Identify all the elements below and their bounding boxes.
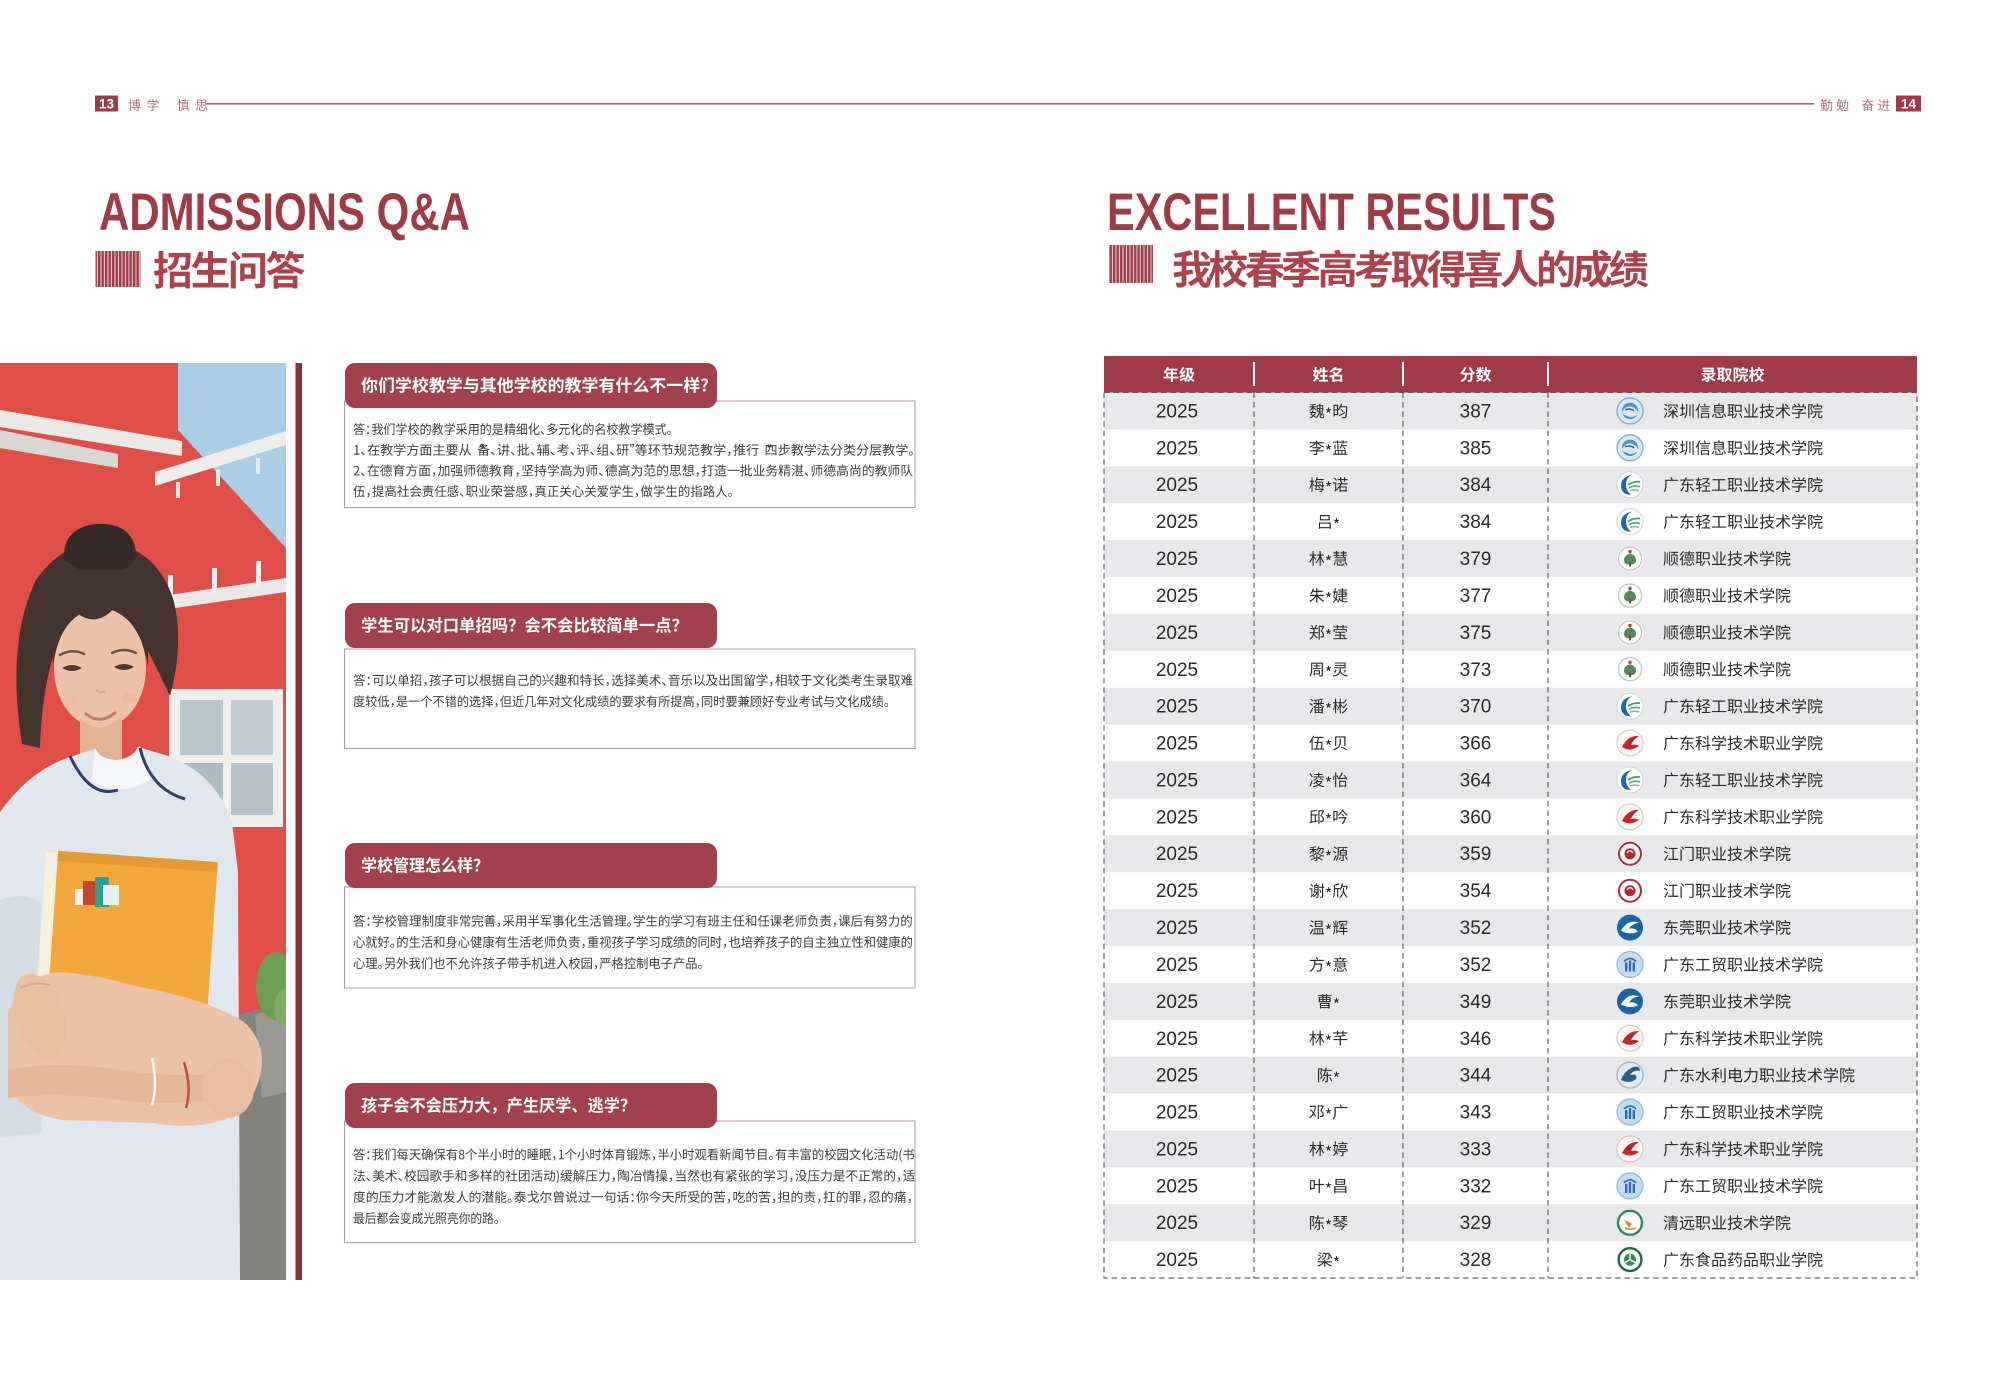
svg-text:2025: 2025 <box>1156 475 1198 496</box>
svg-text:333: 333 <box>1460 1140 1492 1161</box>
svg-text:2025: 2025 <box>1156 1250 1198 1271</box>
svg-text:2025: 2025 <box>1156 1103 1198 1124</box>
svg-text:385: 385 <box>1460 438 1492 459</box>
svg-text:2025: 2025 <box>1156 734 1198 755</box>
svg-text:2025: 2025 <box>1156 401 1198 422</box>
svg-text:2025: 2025 <box>1156 918 1198 939</box>
svg-text:343: 343 <box>1460 1103 1492 1124</box>
svg-text:344: 344 <box>1460 1066 1492 1087</box>
svg-text:329: 329 <box>1460 1213 1492 1234</box>
svg-text:379: 379 <box>1460 549 1492 570</box>
svg-text:346: 346 <box>1460 1029 1492 1050</box>
svg-text:384: 384 <box>1460 475 1492 496</box>
svg-text:2025: 2025 <box>1156 807 1198 828</box>
svg-text:352: 352 <box>1460 955 1492 976</box>
svg-text:332: 332 <box>1460 1176 1492 1197</box>
svg-text:13: 13 <box>99 97 115 112</box>
svg-text:2025: 2025 <box>1156 549 1198 570</box>
svg-text:387: 387 <box>1460 401 1492 422</box>
svg-text:359: 359 <box>1460 844 1492 865</box>
svg-text:2025: 2025 <box>1156 623 1198 644</box>
svg-text:2025: 2025 <box>1156 992 1198 1013</box>
svg-text:2025: 2025 <box>1156 955 1198 976</box>
svg-text:360: 360 <box>1460 807 1492 828</box>
svg-text:EXCELLENT RESULTS: EXCELLENT RESULTS <box>1107 183 1556 242</box>
svg-text:375: 375 <box>1460 623 1492 644</box>
svg-text:349: 349 <box>1460 992 1492 1013</box>
svg-text:364: 364 <box>1460 771 1492 792</box>
svg-text:352: 352 <box>1460 918 1492 939</box>
svg-text:328: 328 <box>1460 1250 1492 1271</box>
svg-text:2025: 2025 <box>1156 881 1198 902</box>
svg-text:366: 366 <box>1460 734 1492 755</box>
svg-text:354: 354 <box>1460 881 1492 902</box>
svg-text:2025: 2025 <box>1156 1213 1198 1234</box>
svg-text:2025: 2025 <box>1156 697 1198 718</box>
svg-text:384: 384 <box>1460 512 1492 533</box>
svg-text:377: 377 <box>1460 586 1492 607</box>
svg-text:373: 373 <box>1460 660 1492 681</box>
svg-text:2025: 2025 <box>1156 1066 1198 1087</box>
svg-text:2025: 2025 <box>1156 660 1198 681</box>
svg-text:2025: 2025 <box>1156 771 1198 792</box>
svg-text:2025: 2025 <box>1156 438 1198 459</box>
svg-text:2025: 2025 <box>1156 1140 1198 1161</box>
svg-text:2025: 2025 <box>1156 512 1198 533</box>
svg-text:ADMISSIONS Q&A: ADMISSIONS Q&A <box>99 183 470 242</box>
svg-text:14: 14 <box>1901 97 1917 112</box>
svg-text:2025: 2025 <box>1156 1029 1198 1050</box>
svg-text:2025: 2025 <box>1156 844 1198 865</box>
svg-text:2025: 2025 <box>1156 1176 1198 1197</box>
svg-text:2025: 2025 <box>1156 586 1198 607</box>
svg-text:370: 370 <box>1460 697 1492 718</box>
